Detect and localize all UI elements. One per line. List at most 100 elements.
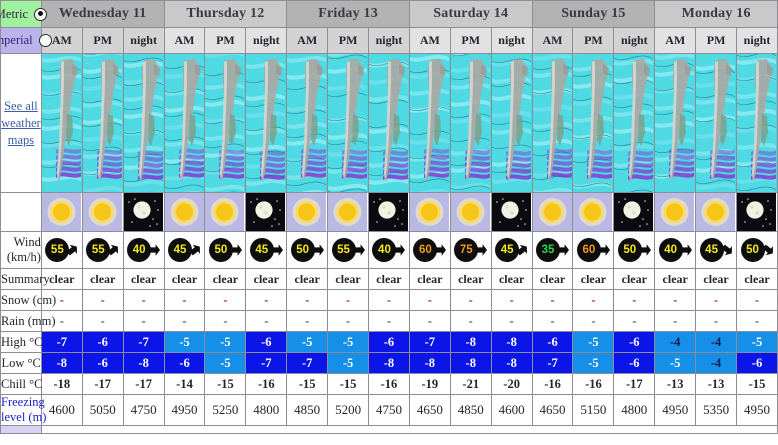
map-link-line3[interactable]: maps <box>7 132 35 147</box>
rain-cell-5: - <box>245 310 288 332</box>
low-temp-cell-2: -8 <box>122 352 165 374</box>
weather-map-thumbnail-13[interactable] <box>569 47 618 208</box>
slot-header-7[interactable]: PM <box>327 27 370 54</box>
unit-metric-label: Metric <box>0 6 29 21</box>
freezing-level-cell-12: 4650 <box>531 394 574 426</box>
slot-header-11[interactable]: night <box>490 27 533 54</box>
imperial-radio-icon[interactable] <box>38 34 52 47</box>
weather-map-thumbnail-10[interactable] <box>446 48 495 209</box>
slot-header-14[interactable]: night <box>613 27 656 54</box>
low-temp-row: Low °C -8 -6 -8 -6 -5 -7 -7 -5 -8 -8 -8 -8 -7 -5 -6 -5-… <box>0 352 778 374</box>
slot-header-9[interactable]: AM <box>408 27 451 54</box>
wind-direction-arrow-icon-10 <box>476 238 488 262</box>
weather-map-thumbnail-5[interactable] <box>242 44 291 206</box>
snow-row-label: Snow (cm) <box>0 289 56 311</box>
map-image-15 <box>651 52 700 213</box>
wind-speed-badge-4: 50 <box>208 238 233 262</box>
slot-header-13[interactable]: PM <box>572 27 615 54</box>
slot-header-8[interactable]: night <box>368 27 410 54</box>
sky-icon-row <box>0 192 778 232</box>
weather-map-thumbnail-2[interactable] <box>119 53 168 206</box>
low-temp-cell-12: -7 <box>531 352 574 374</box>
weather-map-thumbnail-9[interactable] <box>405 44 455 215</box>
metric-radio-icon[interactable] <box>34 7 48 21</box>
freezing-level-cell-13: 5150 <box>572 394 615 426</box>
wind-speed-badge-14: 50 <box>617 238 642 262</box>
high-row-label: High °C <box>0 331 42 353</box>
summary-cell-3: clear <box>163 268 206 290</box>
freezing-level-cell-0: 4600 <box>40 394 83 426</box>
rain-row: Rain (mm) ------------------ <box>0 310 778 332</box>
slot-header-15[interactable]: AM <box>654 27 697 54</box>
wind-cell-12: 35 <box>531 231 574 269</box>
weather-map-thumbnail-1[interactable] <box>78 49 127 195</box>
weather-map-thumbnail-17[interactable] <box>732 52 778 202</box>
freezing-level-cell-6: 4850 <box>286 394 329 426</box>
slot-header-2[interactable]: night <box>122 27 165 54</box>
sun-icon-3 <box>163 192 206 232</box>
high-temp-cell-15: -4 <box>654 331 697 353</box>
summary-cell-7: clear <box>327 268 370 290</box>
rain-cell-16: - <box>695 310 738 332</box>
chill-cell-16: -13 <box>695 373 738 395</box>
summary-cell-9: clear <box>408 268 451 290</box>
weather-map-thumbnail-16[interactable] <box>691 45 741 193</box>
slot-header-16[interactable]: PM <box>695 27 738 54</box>
rain-cell-10: - <box>449 310 492 332</box>
map-link-line1[interactable]: See all <box>4 98 38 113</box>
wind-speed-badge-16: 45 <box>699 238 724 262</box>
freezing-level-cell-4: 5250 <box>204 394 247 426</box>
freezing-level-cell-7: 5200 <box>327 394 370 426</box>
map-image-5 <box>242 44 291 206</box>
snow-cell-12: - <box>531 289 574 311</box>
snow-cell-13: - <box>572 289 615 311</box>
wind-direction-arrow-icon-13 <box>598 238 610 262</box>
chill-cell-15: -13 <box>654 373 697 395</box>
low-temp-cell-5: -7 <box>245 352 288 374</box>
map-image-12 <box>528 53 577 214</box>
wind-cell-14: 50 <box>613 231 656 269</box>
high-temp-cell-12: -6 <box>531 331 574 353</box>
weather-map-thumbnail-14[interactable] <box>610 41 659 202</box>
slot-header-5[interactable]: night <box>245 27 288 54</box>
wind-speed-badge-10: 75 <box>454 238 479 262</box>
map-image-6 <box>283 38 332 199</box>
slot-header-4[interactable]: PM <box>204 27 247 54</box>
summary-cell-14: clear <box>613 268 656 290</box>
weather-map-thumbnail-8[interactable] <box>364 43 414 204</box>
wind-direction-arrow-icon-16 <box>721 238 733 262</box>
rain-cell-15: - <box>654 310 697 332</box>
weather-map-thumbnail-11[interactable] <box>487 42 536 203</box>
snow-cell-6: - <box>286 289 329 311</box>
slot-header-0[interactable]: AM <box>40 27 83 54</box>
slot-header-6[interactable]: AM <box>286 27 329 54</box>
freezing-level-cell-16: 5350 <box>695 394 738 426</box>
summary-cell-2: clear <box>122 268 165 290</box>
chill-cell-5: -16 <box>245 373 288 395</box>
slot-header-12[interactable]: AM <box>531 27 574 54</box>
map-link-line2[interactable]: weather <box>1 115 41 130</box>
unit-toggle-imperial[interactable]: Imperial <box>0 27 52 54</box>
rain-cell-13: - <box>572 310 615 332</box>
bottom-cap-left <box>0 425 42 434</box>
rain-cell-12: - <box>531 310 574 332</box>
sun-icon-15 <box>654 192 697 232</box>
slot-header-3[interactable]: AM <box>163 27 206 54</box>
weather-map-thumbnail-7[interactable] <box>323 49 373 210</box>
low-temp-cell-9: -8 <box>408 352 451 374</box>
low-temp-cell-6: -7 <box>286 352 329 374</box>
weather-map-thumbnail-12[interactable] <box>528 53 577 214</box>
weather-map-thumbnail-0[interactable] <box>37 38 87 193</box>
weather-map-thumbnail-15[interactable] <box>651 52 700 213</box>
map-row: See all weather maps <box>0 38 778 215</box>
see-all-weather-maps-link[interactable]: See all weather maps <box>0 53 42 193</box>
unit-toggle-metric[interactable]: Metric <box>0 0 48 28</box>
day-header-0: Wednesday 11 <box>40 0 165 28</box>
weather-map-thumbnail-3[interactable] <box>160 39 209 200</box>
slot-header-17[interactable]: night <box>736 27 778 54</box>
weather-map-thumbnail-6[interactable] <box>283 38 332 199</box>
weather-map-thumbnail-4[interactable] <box>201 50 250 211</box>
map-image-10 <box>446 48 495 209</box>
slot-header-1[interactable]: PM <box>81 27 124 54</box>
slot-header-10[interactable]: PM <box>449 27 492 54</box>
